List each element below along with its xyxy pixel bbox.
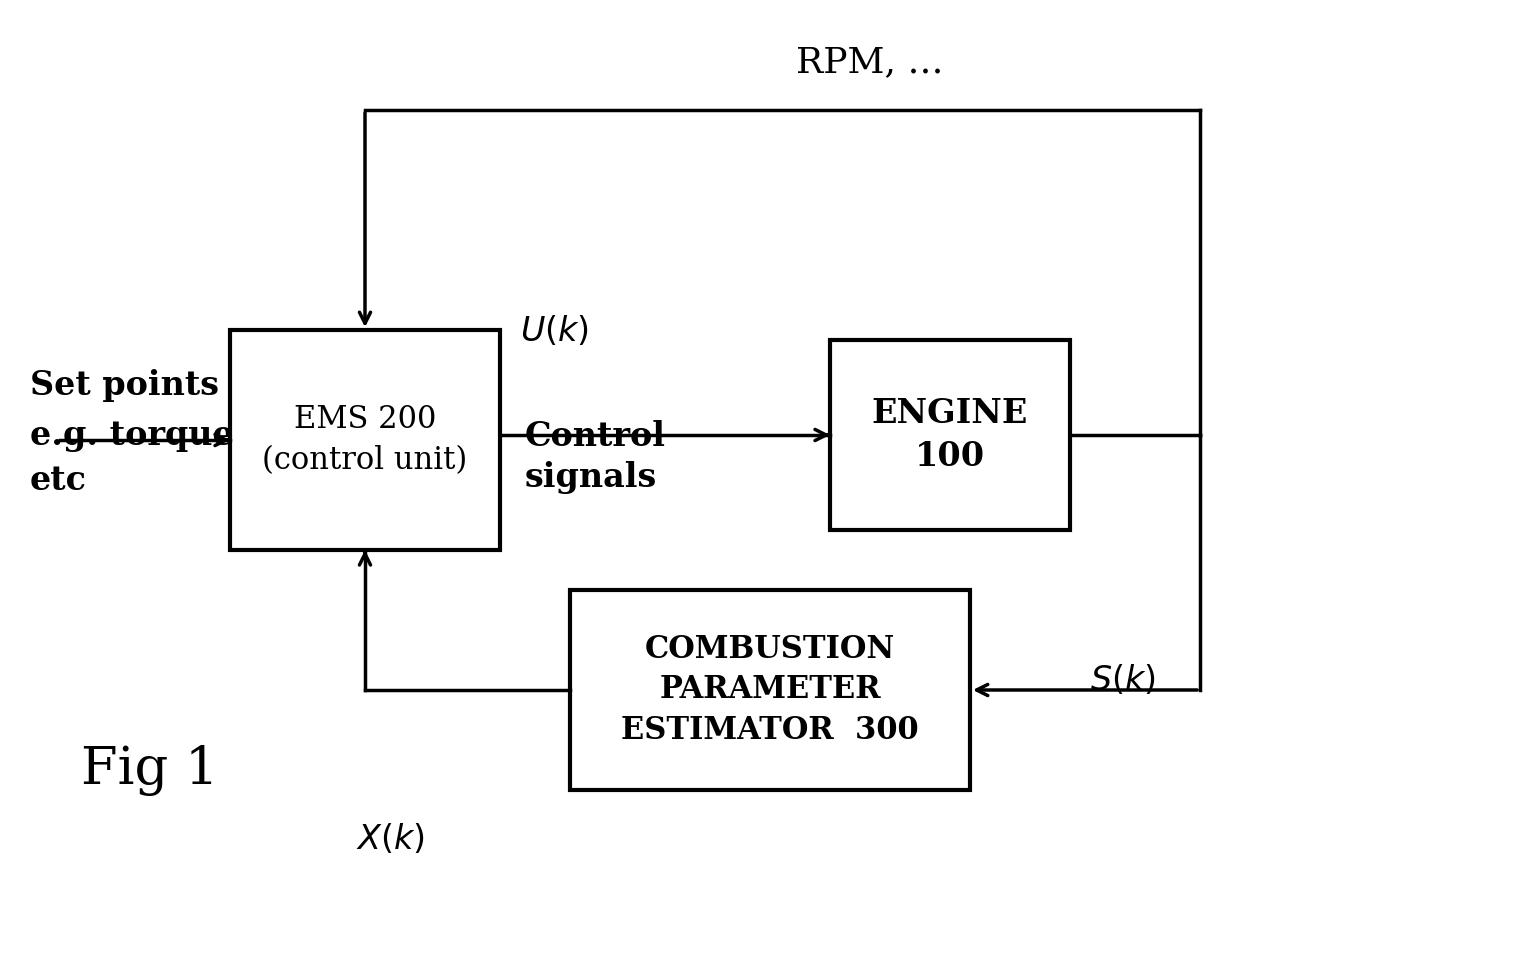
Text: ENGINE
100: ENGINE 100	[872, 397, 1028, 473]
Text: e.g. torque: e.g. torque	[31, 419, 234, 452]
Text: COMBUSTION
PARAMETER
ESTIMATOR  300: COMBUSTION PARAMETER ESTIMATOR 300	[622, 633, 918, 746]
Text: Control
signals: Control signals	[526, 420, 666, 494]
Text: $S(k)$: $S(k)$	[1089, 663, 1155, 697]
Bar	[231, 330, 500, 550]
Bar	[830, 340, 1070, 530]
Text: EMS 200
(control unit): EMS 200 (control unit)	[263, 404, 468, 475]
Text: $X(k)$: $X(k)$	[356, 822, 425, 856]
Text: $U(k)$: $U(k)$	[520, 314, 588, 348]
Bar	[570, 590, 970, 790]
Text: Fig 1: Fig 1	[81, 745, 219, 795]
Text: RPM, …: RPM, …	[796, 45, 944, 79]
Text: etc: etc	[31, 464, 87, 497]
Text: Set points: Set points	[31, 369, 219, 401]
